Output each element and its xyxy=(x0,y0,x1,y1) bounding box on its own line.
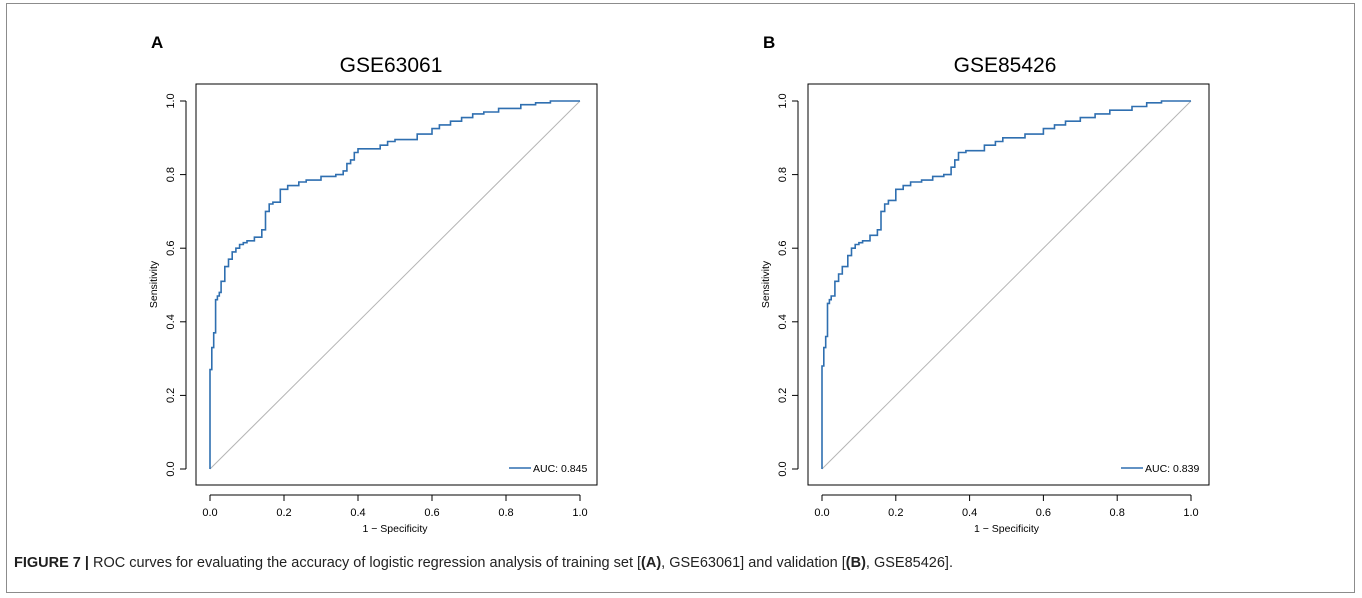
panel-a-y-tick-label: 1.0 xyxy=(165,93,177,108)
panel-b-x-tick-label: 0.0 xyxy=(814,507,829,519)
panel-b-label: B xyxy=(763,33,775,52)
panel-b-y-tick-label: 1.0 xyxy=(777,93,789,108)
panel-b-y-tick-label: 0.2 xyxy=(777,388,789,403)
roc-figure: A GSE63061 0.0 0.2 0.4 0.6 0.8 1.0 1 − Specifici… xyxy=(148,33,1210,535)
caption-text-1: ROC curves for evaluating the accuracy o… xyxy=(88,555,642,571)
panel-a-y-label: Sensitivity xyxy=(148,260,160,308)
caption-ref-b: (B) xyxy=(845,555,866,571)
panel-a-legend-label: AUC: 0.845 xyxy=(533,463,587,475)
panel-b-y-tick-label: 0.4 xyxy=(777,314,789,329)
panel-b-y-tick-label: 0.0 xyxy=(777,461,789,476)
panel-a-y-tick-label: 0.4 xyxy=(165,314,177,329)
panel-a-y-tick-label: 0.8 xyxy=(165,167,177,182)
panel-a-x-tick-label: 0.8 xyxy=(498,507,513,519)
panel-b-roc-curve xyxy=(821,100,1191,469)
panel-a-x-label: 1 − Specificity xyxy=(362,523,428,535)
panel-b-title: GSE85426 xyxy=(954,54,1057,77)
panel-b-plot-box xyxy=(807,83,1210,486)
panel-a-title: GSE63061 xyxy=(340,54,443,77)
panel-b-y-tick-label: 0.8 xyxy=(777,167,789,182)
panel-b-x-label: 1 − Specificity xyxy=(974,523,1040,535)
caption-text-2: , GSE63061] and validation [ xyxy=(661,555,846,571)
panel-a-y-tick-label: 0.0 xyxy=(165,461,177,476)
caption-ref-a: (A) xyxy=(641,555,662,571)
panel-b-y-label: Sensitivity xyxy=(760,260,772,308)
panel-b-x-tick-label: 0.6 xyxy=(1036,507,1051,519)
panel-a-x-tick-label: 0.4 xyxy=(350,507,365,519)
panel-b-x-tick-label: 0.4 xyxy=(962,507,977,519)
panel-a-y-tick-label: 0.2 xyxy=(165,388,177,403)
panel-a-x-tick-label: 0.2 xyxy=(276,507,291,519)
caption-label: FIGURE 7 | xyxy=(14,555,89,571)
panel-b-x-tick-label: 0.8 xyxy=(1110,507,1125,519)
panel-b-x-tick-label: 0.2 xyxy=(888,507,903,519)
panel-a-y-tick-label: 0.6 xyxy=(165,241,177,256)
panel-b-legend-label: AUC: 0.839 xyxy=(1145,463,1199,475)
panel-a-x-tick-label: 0.6 xyxy=(424,507,439,519)
panel-a-label: A xyxy=(151,33,163,52)
panel-a-x-tick-label: 1.0 xyxy=(572,507,587,519)
caption-text-3: , GSE85426]. xyxy=(865,555,953,571)
panel-a-diagonal-line xyxy=(209,100,581,470)
panel-a-plot-box xyxy=(195,83,598,486)
panel-b-x-tick-label: 1.0 xyxy=(1183,507,1198,519)
panel-a-roc-curve xyxy=(209,100,580,469)
panel-b-y-tick-label: 0.6 xyxy=(777,241,789,256)
figure-caption: FIGURE 7 | ROC curves for evaluating the… xyxy=(14,555,953,571)
panel-a-x-tick-label: 0.0 xyxy=(202,507,217,519)
panel-b-diagonal-line xyxy=(821,100,1192,470)
